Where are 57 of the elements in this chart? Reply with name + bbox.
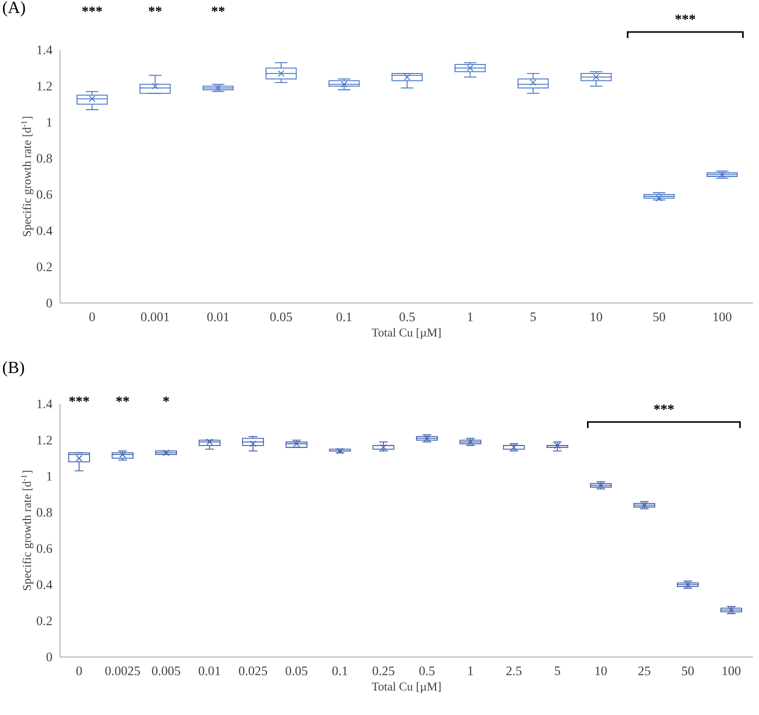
x-tick-label: 0.25 — [372, 666, 394, 676]
y-tick-label: 0.4 — [36, 580, 52, 590]
x-tick-label: 0.5 — [419, 666, 435, 676]
text: ** — [116, 396, 129, 402]
y-axis-title: Specific growth rate [d$^{-1}$] — [21, 470, 34, 590]
x-tick-label: 100 — [714, 312, 732, 322]
text: ** — [212, 6, 225, 12]
y-tick-label: 1.4 — [37, 46, 52, 54]
y-tick-label: 0.2 — [36, 616, 52, 626]
x-tick-label: 100 — [722, 666, 740, 676]
x-tick-label: 0.005 — [152, 666, 180, 676]
x-tick-label: 10 — [596, 666, 607, 676]
y-tick-label: 0.4 — [36, 226, 52, 236]
y-tick-label: 1.4 — [37, 400, 52, 408]
text: ** — [148, 6, 162, 12]
x-tick-label: 0.0025 — [105, 666, 140, 676]
x-tick-label: 50 — [682, 666, 694, 676]
y-tick-label: 0.8 — [36, 508, 52, 517]
x-tick-label: 0.025 — [238, 666, 268, 676]
x-tick-label: 1 — [468, 312, 473, 322]
x-tick-label: 0.05 — [286, 666, 308, 676]
text: *** — [675, 14, 696, 20]
x-tick-label: 0.01 — [198, 666, 220, 676]
text: * — [163, 396, 169, 402]
x-tick-label: 50 — [653, 312, 666, 322]
y-tick-label: 0 — [46, 298, 52, 308]
x-tick-label: 0.1 — [336, 312, 352, 322]
x-tick-label: 0.01 — [207, 312, 229, 322]
x-axis-title: Total Cu [µM] — [372, 328, 441, 339]
y-tick-label: 0.6 — [36, 544, 52, 553]
x-tick-label: 0 — [89, 312, 95, 322]
x-tick-label: 0 — [76, 666, 82, 676]
y-tick-label: 1 — [47, 118, 52, 127]
y-tick-label: 1.2 — [37, 82, 52, 91]
y-tick-label: 1 — [47, 472, 52, 481]
x-tick-label: 1 — [468, 666, 473, 676]
text: *** — [69, 396, 90, 402]
x-axis-title: Total Cu [µM] — [372, 682, 441, 693]
chart-title: (B) — [2, 361, 24, 377]
text: *** — [82, 6, 102, 12]
y-tick-label: 0.2 — [36, 262, 52, 272]
annotation: *** — [654, 404, 674, 410]
x-tick-label: 10 — [590, 312, 602, 322]
chart-title: (A) — [2, 1, 25, 17]
y-tick-label: 1.2 — [37, 436, 52, 445]
x-tick-label: 0.001 — [141, 312, 169, 322]
y-tick-label: 0.8 — [36, 154, 52, 163]
y-tick-label: 0 — [46, 652, 52, 662]
x-tick-label: 0.1 — [332, 666, 348, 676]
x-tick-label: 25 — [638, 666, 650, 676]
x-tick-label: 5 — [554, 666, 560, 676]
x-tick-label: 0.5 — [400, 312, 415, 322]
x-tick-label: 2.5 — [506, 666, 522, 676]
y-axis-title: Specific growth rate [d$^{-1}$] — [21, 116, 34, 236]
x-tick-label: 5 — [530, 312, 536, 322]
y-tick-label: 0.6 — [36, 190, 52, 199]
x-tick-label: 0.05 — [270, 312, 292, 322]
